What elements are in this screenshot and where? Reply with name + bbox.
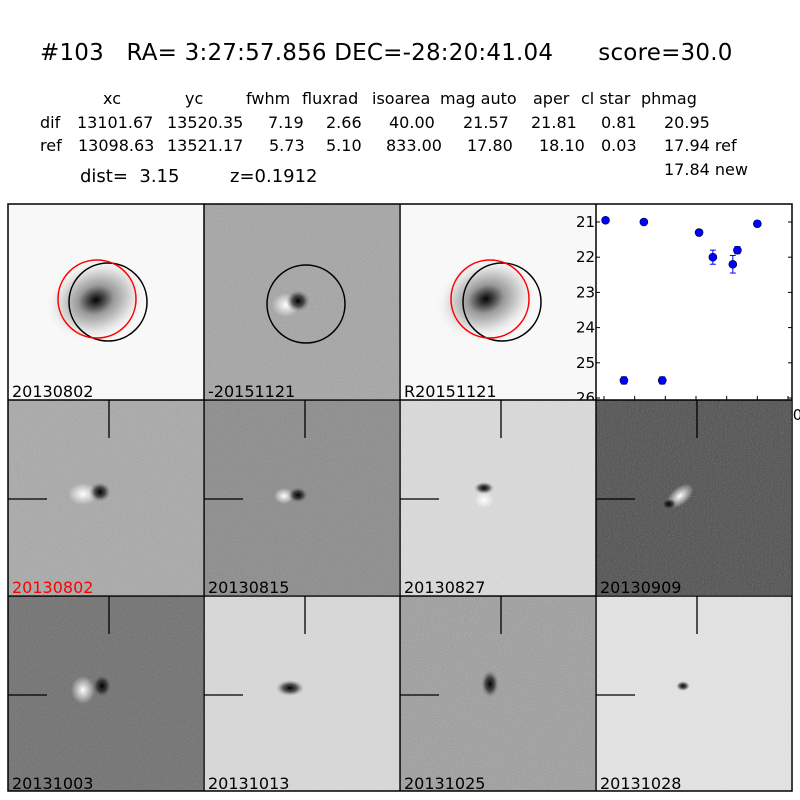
panel-label: 20130802 xyxy=(12,382,94,399)
data-point xyxy=(753,219,762,229)
panel-label: 20130827 xyxy=(404,578,486,595)
panel-label: 20131013 xyxy=(208,774,290,791)
redshift-value: z=0.1912 xyxy=(230,166,318,187)
ref-mag-auto: 17.80 xyxy=(467,136,513,155)
dif-fluxrad: 2.66 xyxy=(326,113,362,132)
y-tick-label: 25 xyxy=(576,354,595,372)
y-tick-label: 23 xyxy=(576,283,595,301)
new-mag: 17.84 new xyxy=(664,160,748,179)
col-header-isoarea: isoarea xyxy=(372,89,431,108)
ref-phmag: 17.94 ref xyxy=(664,136,737,155)
dif-cl-star: 0.81 xyxy=(601,113,637,132)
epoch-panel-20131028: 20131028 xyxy=(596,596,791,791)
data-point xyxy=(733,245,742,255)
dif-row-label: dif xyxy=(40,113,61,132)
panel-label: 20130802 xyxy=(12,578,94,595)
col-header-fwhm: fwhm xyxy=(246,89,291,108)
data-point xyxy=(601,215,610,225)
panel-label: -20151121 xyxy=(208,382,296,399)
candidate-title: #103 RA= 3:27:57.856 DEC=-28:20:41.04 sc… xyxy=(40,40,733,66)
reference-image-panel: 20130802 xyxy=(8,204,203,399)
panel-label: 20131025 xyxy=(404,774,486,791)
data-point xyxy=(694,228,704,237)
dif-xc: 13101.67 xyxy=(77,113,154,132)
epoch-panel-20130815: 20130815 xyxy=(204,400,399,595)
ref-row-label: ref xyxy=(40,136,62,155)
y-tick-label: 24 xyxy=(576,319,595,337)
recent-reference-panel: R20151121 xyxy=(400,204,595,399)
dif-phmag: 20.95 xyxy=(664,113,710,132)
epoch-panel-20130802: 20130802 xyxy=(8,400,203,595)
col-header-fluxrad: fluxrad xyxy=(302,89,359,108)
y-tick-label: 21 xyxy=(576,213,595,231)
epoch-panel-20130909: 20130909 xyxy=(596,400,791,595)
ref-xc: 13098.63 xyxy=(78,136,155,155)
col-header-mag-auto: mag auto xyxy=(440,89,517,108)
panel-label: 20130815 xyxy=(208,578,290,595)
plot-frame xyxy=(595,203,793,401)
col-header-phmag: phmag xyxy=(641,89,697,108)
y-tick-label: 22 xyxy=(576,248,595,266)
dist-value: dist= 3.15 xyxy=(80,166,180,187)
data-point xyxy=(728,259,738,269)
ref-fwhm: 5.73 xyxy=(269,136,305,155)
col-header-cl-star: cl star xyxy=(581,89,631,108)
ref-cl-star: 0.03 xyxy=(601,136,637,155)
ref-aper: 18.10 xyxy=(539,136,585,155)
data-point xyxy=(657,376,667,385)
panel-label: 20131028 xyxy=(600,774,682,791)
ref-fluxrad: 5.10 xyxy=(326,136,362,155)
col-header-yc: yc xyxy=(185,89,204,108)
epoch-panel-20131013: 20131013 xyxy=(204,596,399,791)
col-header-xc: xc xyxy=(103,89,121,108)
data-point xyxy=(708,252,718,262)
panel-label: R20151121 xyxy=(404,382,497,399)
dif-fwhm: 7.19 xyxy=(268,113,304,132)
dif-mag-auto: 21.57 xyxy=(463,113,509,132)
epoch-panel-20131003: 20131003 xyxy=(8,596,203,791)
dif-isoarea: 40.00 xyxy=(389,113,435,132)
panel-label: 20130909 xyxy=(600,578,682,595)
data-point xyxy=(619,376,629,385)
ref-isoarea: 833.00 xyxy=(386,136,442,155)
panel-label: 20131003 xyxy=(12,774,94,791)
data-point xyxy=(639,217,649,227)
epoch-panel-20131025: 20131025 xyxy=(400,596,595,791)
difference-image-panel: -20151121 xyxy=(204,204,399,399)
dif-aper: 21.81 xyxy=(531,113,577,132)
epoch-panel-20130827: 20130827 xyxy=(400,400,595,595)
ref-yc: 13521.17 xyxy=(167,136,244,155)
col-header-aper: aper xyxy=(533,89,570,108)
dif-yc: 13520.35 xyxy=(167,113,244,132)
